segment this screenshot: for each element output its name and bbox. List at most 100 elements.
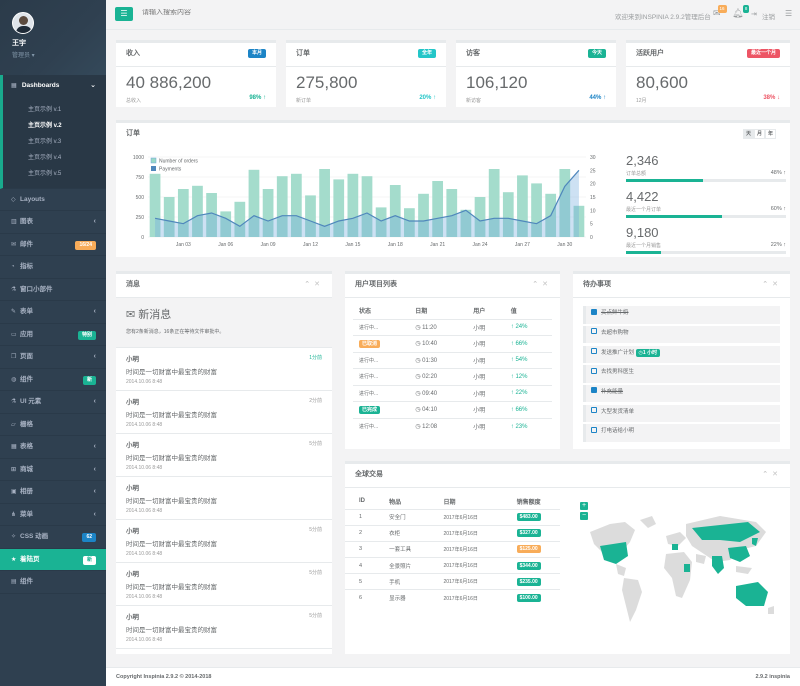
table-row: 进行中... ◷ 12:08 小明 ↑ 23% xyxy=(353,417,552,435)
clock-icon: ◷ xyxy=(638,349,643,356)
sidebar-item-3[interactable]: ◔ 指标 xyxy=(0,256,106,279)
stat-period-label: 最近一个月 xyxy=(746,49,780,58)
todo-item[interactable]: 大型发货清单 xyxy=(583,404,780,423)
sidebar-item-14[interactable]: ⋔ 菜单 ‹ xyxy=(0,504,106,526)
submenu-item[interactable]: 主页示例 v.1 xyxy=(28,106,62,113)
day-button[interactable]: 天 xyxy=(743,129,754,139)
year-button[interactable]: 年 xyxy=(765,129,776,139)
month-button[interactable]: 月 xyxy=(754,129,765,139)
sidebar-item-17[interactable]: ▤ 组件 xyxy=(0,571,106,594)
amount-badge: $483.00 xyxy=(516,513,541,522)
message-date: 2014.10.06 8:48 xyxy=(126,594,163,600)
stat-period-label: 全年 xyxy=(417,49,436,58)
menu-toggle-button[interactable]: ☰ xyxy=(115,7,133,21)
row-date: 12:08 xyxy=(422,424,438,430)
bell-count-badge: 8 xyxy=(742,5,750,13)
search-input[interactable] xyxy=(142,9,342,16)
message-item[interactable]: 小明 时间是一切财富中最宝贵的财富 2014.10.06 8:48 5分前 xyxy=(116,606,332,649)
panel-tools[interactable]: ⌃✕ xyxy=(532,281,552,288)
sidebar-item-dashboards[interactable]: ▦ Dashboards ⌄ 主页示例 v.1 主页示例 v.2 主页示例 v.… xyxy=(0,75,106,189)
message-item[interactable]: 小明 时间是一切财富中最宝贵的财富 2014.10.06 8:48 2分前 xyxy=(116,391,332,434)
submenu-item-active[interactable]: 主页示例 v.2 xyxy=(28,122,62,129)
profile-role-dropdown[interactable]: 管理员 ▾ xyxy=(12,53,35,59)
stat-desc: 新访客 xyxy=(466,98,482,104)
right-sidebar-toggle-icon[interactable]: ☰ xyxy=(785,9,793,18)
todo-checkbox[interactable] xyxy=(591,426,597,433)
sidebar-item-7[interactable]: ❐ 页面 ‹ xyxy=(0,346,106,369)
sidebar-item-16[interactable]: ★ 着陆页 新 xyxy=(0,548,106,571)
message-item[interactable]: 小明 时间是一切财富中最宝贵的财富 2014.10.06 8:48 5分前 xyxy=(116,563,332,606)
submenu-item[interactable]: 主页示例 v.5 xyxy=(28,170,62,177)
sidebar-item-2[interactable]: ✉ 邮件 16/24 xyxy=(0,234,106,256)
sidebar-item-5[interactable]: ✎ 表单 ‹ xyxy=(0,301,106,324)
row-date: 02:20 xyxy=(422,374,438,381)
sidebar-item-11[interactable]: ▦ 表格 ‹ xyxy=(0,436,106,459)
zoom-out-button[interactable]: − xyxy=(580,512,588,520)
mail-button[interactable]: ✉ 16 xyxy=(713,5,727,19)
message-item[interactable]: 小明 时间是一切财富中最宝贵的财富 2014.10.06 8:48 5分前 xyxy=(116,434,332,477)
message-item[interactable]: 小明 时间是一切财富中最宝贵的财富 2014.10.06 8:48 xyxy=(116,477,332,520)
panel-tools[interactable]: ⌃✕ xyxy=(304,281,324,288)
progress-fill xyxy=(626,215,722,218)
profile-name[interactable]: 王宇 xyxy=(12,40,26,47)
sidebar-item-label: CSS 动画 xyxy=(20,533,49,540)
sidebar-item-label: 应用 xyxy=(20,330,33,338)
sidebar-item-13[interactable]: ▣ 相册 ‹ xyxy=(0,481,106,504)
diamond-icon: ◇ xyxy=(11,196,16,203)
sidebar-item-8[interactable]: ◍ 组件 新 xyxy=(0,369,106,391)
sidebar-item-10[interactable]: ▱ 栅格 xyxy=(0,414,106,436)
bar xyxy=(502,192,514,237)
notifications-button[interactable]: 🔔︎ 8 xyxy=(732,5,750,19)
zoom-in-button[interactable]: + xyxy=(580,502,588,510)
side-stat-total-orders: 2,346 订单总额 48% ↑ xyxy=(626,153,786,182)
sidebar-item-9[interactable]: ⚗ UI 元素 ‹ xyxy=(0,391,106,414)
logout-link[interactable]: 注销 xyxy=(762,14,775,21)
submenu-item[interactable]: 主页示例 v.4 xyxy=(28,154,62,161)
sidebar-badge: 16/24 xyxy=(75,240,96,250)
todo-item[interactable]: 去超市购物 xyxy=(583,325,780,344)
row-id: 2 xyxy=(345,524,376,542)
todo-checkbox[interactable] xyxy=(591,367,597,374)
todo-item[interactable]: 去找男科医生 xyxy=(583,365,780,383)
todo-item[interactable]: 发送推广计划 ◷1 小时 xyxy=(583,345,780,364)
avatar[interactable] xyxy=(12,12,34,34)
panel-tools[interactable]: ⌃✕ xyxy=(762,281,782,288)
todo-item[interactable]: 买点鲜牛奶 xyxy=(583,306,780,324)
envelope-icon: ✉ xyxy=(126,309,139,321)
submenu-item[interactable]: 主页示例 v.3 xyxy=(28,138,62,145)
y2-tick-label: 30 xyxy=(590,155,596,161)
sidebar-item-0[interactable]: ◇ Layouts xyxy=(0,189,106,211)
todo-checkbox[interactable] xyxy=(591,348,597,355)
x-tick-label: Jan 18 xyxy=(388,242,403,248)
row-date: 2017年6月16日 xyxy=(429,508,503,526)
todo-panel: 待办事项 ⌃✕ 买点鲜牛奶 去超市购物 发送推广计划 ◷1 小时 去找男科医生 补充能量大… xyxy=(573,271,790,449)
sidebar-item-label: 相册 xyxy=(20,488,33,495)
column-header: 日期 xyxy=(443,499,456,506)
table-row: 已取消 ◷ 10:40 小明 ↑ 66% xyxy=(353,335,552,352)
sidebar-badge: 特别 xyxy=(77,330,96,340)
side-stat-desc: 最近一个月订单 xyxy=(626,207,662,213)
todo-checkbox[interactable] xyxy=(591,308,597,315)
stat-percent: 38% ↓ xyxy=(763,95,780,101)
sidebar-item-4[interactable]: ⚗ 窗口小部件 xyxy=(0,279,106,301)
sidebar-item-12[interactable]: ⊞ 商城 ‹ xyxy=(0,459,106,481)
amount-badge: $327.00 xyxy=(516,529,541,538)
todo-item[interactable]: 补充能量 xyxy=(583,384,780,403)
message-item[interactable]: 小明 时间是一切财富中最宝贵的财富 2014.10.06 8:48 5分前 xyxy=(116,520,332,563)
todo-checkbox[interactable] xyxy=(591,387,597,394)
y-tick-label: 1000 xyxy=(133,155,144,161)
panel-tools[interactable]: ⌃✕ xyxy=(762,471,782,478)
sidebar-item-15[interactable]: ✧ CSS 动画 62 xyxy=(0,526,106,549)
world-map[interactable]: + − xyxy=(580,502,780,642)
table-row: 5 手机 2017年6月16日 $235.00 xyxy=(345,573,560,590)
user-projects-panel: 用户项目列表 ⌃✕ 状态 日期 用户 值 进行中... ◷ 11:20 小明 ↑ … xyxy=(345,271,560,449)
todo-checkbox[interactable] xyxy=(591,328,597,335)
todo-item[interactable]: 打电话给小明 xyxy=(583,424,780,442)
sidebar-item-6[interactable]: ▭ 应用 特别 xyxy=(0,324,106,346)
stat-value: 275,800 xyxy=(296,73,358,92)
message-item[interactable]: 小明 时间是一切财富中最宝贵的财富 2014.10.06 8:48 1分前 xyxy=(116,348,332,391)
todo-checkbox[interactable] xyxy=(591,407,597,414)
flask-icon: ⚗ xyxy=(11,399,17,405)
envelope-icon: ✉ xyxy=(713,8,721,18)
sidebar-item-1[interactable]: ▥ 图表 ‹ xyxy=(0,211,106,234)
